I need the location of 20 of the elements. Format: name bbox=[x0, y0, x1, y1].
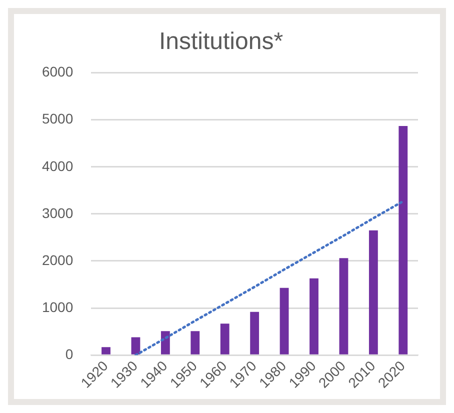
bar bbox=[250, 312, 260, 354]
bar bbox=[368, 230, 378, 354]
bar bbox=[398, 126, 408, 354]
bar bbox=[131, 337, 140, 354]
bar bbox=[220, 324, 230, 354]
bar bbox=[280, 288, 289, 354]
y-tick-label: 0 bbox=[65, 346, 74, 362]
line-series bbox=[134, 200, 404, 356]
y-tick-label: 6000 bbox=[42, 64, 74, 80]
bar bbox=[160, 331, 170, 354]
y-tick-label: 3000 bbox=[42, 204, 74, 221]
bar bbox=[339, 258, 348, 354]
chart-title: Institutions* bbox=[158, 28, 284, 56]
y-tick-label: 4000 bbox=[42, 158, 74, 174]
y-tick-label: 5000 bbox=[42, 110, 74, 127]
bar bbox=[310, 278, 318, 354]
bar bbox=[190, 331, 200, 354]
bar bbox=[102, 347, 110, 354]
y-tick-label: 1000 bbox=[42, 298, 74, 315]
y-tick-label: 2000 bbox=[42, 252, 74, 268]
